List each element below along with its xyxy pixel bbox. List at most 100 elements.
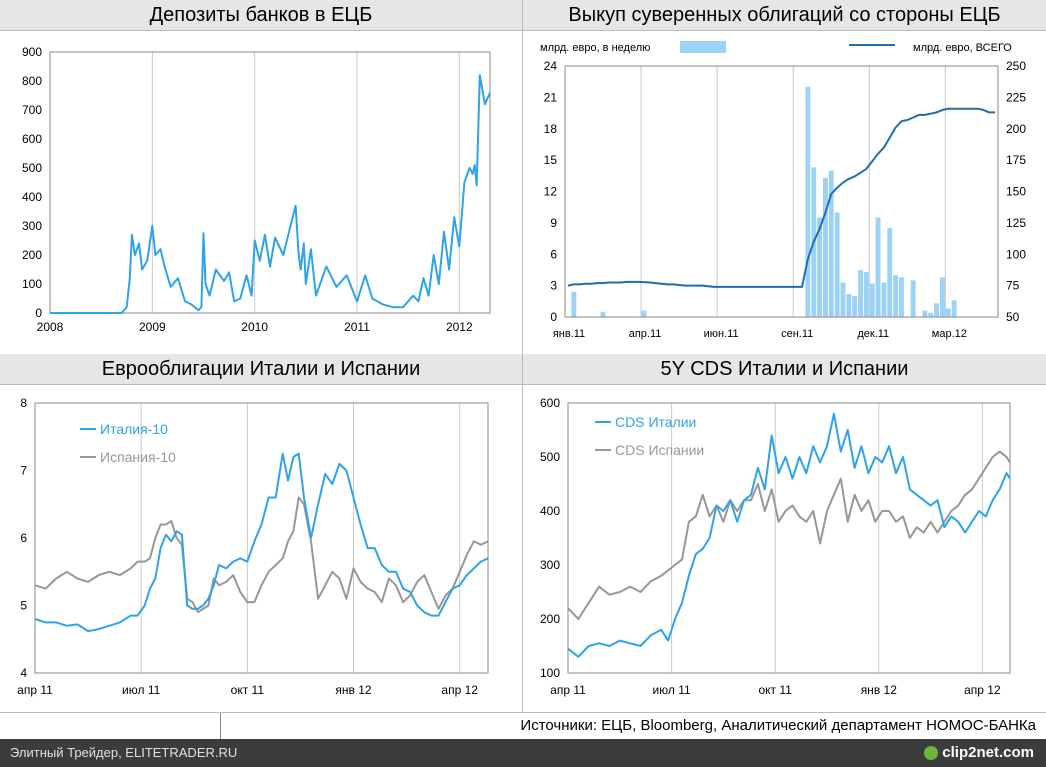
x-tick-label: апр 12	[441, 683, 478, 697]
weekly-purchase-bar	[863, 272, 869, 317]
x-tick-label: апр 11	[17, 683, 53, 697]
bonds-line-legend: млрд. евро, ВСЕГО	[913, 42, 1012, 54]
series-line	[34, 496, 489, 614]
deposits-chart: 2008 2009 2010 2011 2012 0 100 200 300 400 500 600 7…	[0, 31, 522, 353]
x-tick-label: июл 11	[652, 683, 691, 697]
weekly-purchase-bar	[875, 217, 881, 317]
weekly-purchase-bar	[805, 86, 811, 318]
weekly-purchase-bar	[852, 296, 858, 317]
vertical-separator	[522, 0, 523, 712]
y-right-tick-label: 150	[1006, 185, 1026, 199]
y-tick-label: 200	[22, 248, 42, 262]
total-purchases-line	[567, 107, 996, 288]
weekly-purchase-bar	[893, 275, 899, 317]
weekly-purchase-bar	[945, 308, 951, 317]
x-tick-label: 2012	[446, 320, 473, 334]
x-tick-label: апр.11	[629, 328, 662, 340]
x-tick-label: дек.11	[857, 328, 889, 340]
cds-chart-svg: апр 11 июл 11 окт 11 янв 12 апр 12 100 200 300 4…	[540, 396, 1011, 697]
weekly-purchase-bar	[858, 269, 863, 317]
y-left-tick-label: 15	[544, 153, 558, 167]
y-right-tick-label: 200	[1006, 122, 1026, 136]
y-tick-label: 800	[22, 74, 42, 88]
y-right-tick-label: 250	[1006, 59, 1026, 73]
y-tick-label: 5	[20, 599, 27, 613]
x-tick-label: 2009	[139, 320, 166, 334]
series-line	[34, 452, 489, 633]
footer-bar: Элитный Трейдер, ELITETRADER.RU clip2net…	[0, 739, 1046, 767]
y-tick-label: 8	[20, 396, 27, 410]
series-line	[567, 450, 1011, 620]
x-tick-label: апр 11	[550, 683, 586, 697]
x-tick-label: янв.11	[553, 328, 585, 340]
cds-chart: апр 11 июл 11 окт 11 янв 12 апр 12 100 200 300 4…	[523, 385, 1046, 711]
y-right-tick-label: 225	[1006, 90, 1026, 104]
y-tick-label: 4	[20, 666, 27, 680]
y-right-tick-label: 50	[1006, 310, 1020, 324]
y-right-tick-label: 75	[1006, 279, 1020, 293]
weekly-purchase-bar	[951, 300, 957, 317]
y-tick-label: 300	[22, 219, 42, 233]
y-tick-label: 400	[540, 504, 560, 518]
legend-label: CDS Италии	[615, 414, 696, 430]
x-tick-label: янв 12	[861, 683, 898, 697]
weekly-purchase-bar	[887, 228, 893, 317]
plot-area-frame	[567, 402, 1011, 674]
x-tick-label: апр 12	[964, 683, 1001, 697]
site-credit[interactable]: Элитный Трейдер, ELITETRADER.RU	[10, 745, 238, 760]
y-left-tick-label: 0	[550, 310, 557, 324]
y-left-tick-label: 24	[544, 59, 558, 73]
chart-title-cds: 5Y CDS Италии и Испании	[523, 354, 1046, 385]
y-tick-label: 600	[22, 132, 42, 146]
x-tick-label: 2010	[241, 320, 268, 334]
chart-title-eurobonds: Еврооблигации Италии и Испании	[0, 354, 522, 385]
deposits-series-line	[50, 74, 491, 314]
y-tick-label: 100	[22, 277, 42, 291]
weekly-purchase-bar	[840, 282, 846, 317]
y-right-tick-label: 125	[1006, 216, 1026, 230]
y-tick-label: 7	[20, 464, 27, 478]
chart-title-deposits: Депозиты банков в ЕЦБ	[0, 0, 522, 31]
legend-label: CDS Испании	[615, 442, 704, 458]
deposits-chart-svg: 2008 2009 2010 2011 2012 0 100 200 300 400 500 600 7…	[22, 45, 491, 334]
y-tick-label: 300	[540, 558, 560, 572]
plot-area-frame	[34, 402, 489, 674]
y-tick-label: 600	[540, 396, 560, 410]
legend-label: Италия-10	[100, 421, 168, 437]
y-right-tick-label: 100	[1006, 247, 1026, 261]
y-tick-label: 500	[540, 450, 560, 464]
y-left-tick-label: 3	[550, 279, 557, 293]
y-tick-label: 900	[22, 45, 42, 59]
chart-title-bonds: Выкуп суверенных облигаций со стороны ЕЦ…	[523, 0, 1046, 31]
x-tick-label: 2011	[344, 320, 370, 334]
bonds-chart: млрд. евро, в неделю млрд. евро, ВСЕГО я…	[523, 31, 1046, 353]
weekly-purchase-bar	[571, 291, 577, 317]
bonds-bar-legend: млрд. евро, в неделю	[540, 42, 650, 54]
x-tick-label: сен.11	[781, 328, 813, 340]
plot-area-frame	[49, 51, 491, 314]
x-tick-label: окт 11	[231, 683, 265, 697]
y-tick-label: 400	[22, 190, 42, 204]
clip2net-logo-icon	[924, 746, 939, 761]
weekly-purchase-bar	[823, 177, 828, 317]
eurobonds-chart: апр 11 июл 11 окт 11 янв 12 апр 12 4 5 6 7 8 Итали…	[0, 385, 522, 711]
clip2net-logo[interactable]: clip2net.com	[924, 739, 1034, 767]
weekly-purchase-bar	[922, 310, 928, 317]
y-right-tick-label: 175	[1006, 153, 1026, 167]
plot-area-frame	[564, 65, 999, 318]
weekly-purchase-bar	[928, 312, 934, 317]
x-tick-label: мар.12	[932, 328, 967, 340]
weekly-purchase-bar	[828, 170, 834, 317]
clip2net-logo-text: clip2net.com	[942, 744, 1034, 761]
eurobonds-chart-svg: апр 11 июл 11 окт 11 янв 12 апр 12 4 5 6 7 8 Итали…	[17, 396, 489, 697]
y-left-tick-label: 12	[544, 185, 558, 199]
y-left-tick-label: 21	[544, 90, 558, 104]
y-tick-label: 100	[540, 666, 560, 680]
y-tick-label: 700	[22, 103, 42, 117]
footer-divider	[0, 712, 1046, 713]
y-tick-label: 200	[540, 612, 560, 626]
weekly-purchase-bar	[600, 311, 606, 317]
x-tick-label: июн.11	[704, 328, 739, 340]
weekly-purchase-bar	[817, 217, 822, 317]
x-tick-label: окт 11	[759, 683, 793, 697]
